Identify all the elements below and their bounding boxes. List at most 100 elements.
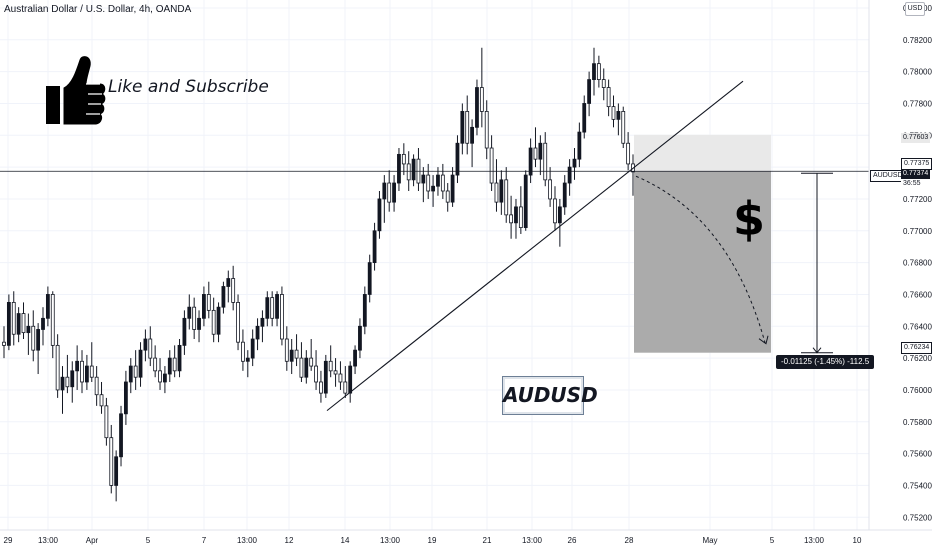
candle-body xyxy=(596,63,601,80)
candle-body xyxy=(231,278,236,303)
candle-body xyxy=(592,63,596,80)
candle-body xyxy=(84,365,89,383)
candle-body xyxy=(187,306,192,319)
candle-body xyxy=(148,338,153,359)
chart-grid xyxy=(0,0,869,530)
candle-body xyxy=(123,381,128,415)
candle-body xyxy=(548,179,553,200)
candle-body xyxy=(328,360,333,372)
candle-body xyxy=(397,153,401,184)
candle-body xyxy=(255,325,260,340)
candle-body xyxy=(36,329,41,351)
symbol-tag: AUDUSD xyxy=(870,170,906,182)
candle-body xyxy=(275,294,279,319)
projection-arrow[interactable] xyxy=(635,175,766,343)
candle-body xyxy=(455,142,460,176)
stop-zone[interactable] xyxy=(634,171,771,353)
candle-body xyxy=(284,338,289,362)
price-tick-label: 0.75400 xyxy=(903,481,932,490)
candle-body xyxy=(65,376,70,388)
candle-body xyxy=(31,325,36,351)
time-tick-label: 7 xyxy=(202,536,207,545)
candle-body xyxy=(445,190,450,203)
price-tick-label: 0.75200 xyxy=(903,513,932,522)
dollar-sign: $ xyxy=(733,192,766,246)
currency-button[interactable]: USD xyxy=(905,2,925,16)
candle-body xyxy=(523,174,528,228)
candle-body xyxy=(109,437,114,486)
candle-body xyxy=(167,357,172,375)
candle-body xyxy=(528,147,533,176)
candle-body xyxy=(299,357,304,378)
candle-body xyxy=(577,131,582,160)
time-tick-label: 28 xyxy=(625,536,634,545)
candle-body xyxy=(587,79,592,104)
candle-body xyxy=(465,111,470,144)
candle-body xyxy=(489,147,494,184)
price-tick-label: 0.76000 xyxy=(903,386,932,395)
candle-body xyxy=(553,198,557,224)
candle-body xyxy=(616,111,621,120)
candle-body xyxy=(245,357,250,362)
candle-body xyxy=(236,302,240,343)
candle-body xyxy=(382,182,387,200)
candle-body xyxy=(494,182,499,203)
price-tick-label: 0.76200 xyxy=(903,354,932,363)
candle-body xyxy=(601,79,606,88)
thumbs-up-icon xyxy=(46,56,106,125)
like-subscribe-text: Like and Subscribe xyxy=(108,77,269,97)
candle-body xyxy=(518,206,523,228)
candle-body xyxy=(362,294,367,327)
price-tick-label: 0.75800 xyxy=(903,418,932,427)
measure-arrow-icon xyxy=(812,347,822,354)
time-tick-label: 13:00 xyxy=(522,536,543,545)
price-range-measure[interactable] xyxy=(801,172,833,354)
candle-body xyxy=(426,174,431,192)
candle-body xyxy=(163,373,167,383)
countdown-tag: 36:55 xyxy=(901,179,923,189)
price-tick-label: 0.76800 xyxy=(903,259,932,268)
candle-body xyxy=(226,278,231,287)
candle-body xyxy=(250,338,255,359)
candle-body xyxy=(406,163,411,181)
candle-body xyxy=(309,357,314,367)
trendline[interactable] xyxy=(326,80,744,412)
candle-body xyxy=(431,185,435,192)
candle-body xyxy=(621,111,626,144)
time-tick-label: 13:00 xyxy=(380,536,401,545)
candle-body xyxy=(294,349,299,359)
candle-body xyxy=(582,103,587,133)
time-tick-label: 13:00 xyxy=(804,536,825,545)
candle-body xyxy=(304,357,309,378)
candle-body xyxy=(436,174,440,187)
chart-title[interactable]: Australian Dollar / U.S. Dollar, 4h, OAN… xyxy=(4,4,192,15)
candle-body xyxy=(533,147,538,160)
candle-body xyxy=(343,381,348,394)
candle-body xyxy=(348,365,353,394)
candle-body xyxy=(70,370,75,388)
candle-body xyxy=(192,306,197,330)
candle-body xyxy=(138,349,143,378)
price-tick-label: 0.78200 xyxy=(903,36,932,45)
candle-body xyxy=(55,344,60,391)
candle-body xyxy=(11,302,16,335)
time-axis[interactable]: 29 13:00 Apr 5 7 13:00 12 14 13:00 19 21 13:00 26 28 M… xyxy=(4,536,862,545)
time-tick-label: May xyxy=(702,536,717,545)
candle-body xyxy=(211,309,216,335)
candle-body xyxy=(6,302,11,346)
candle-body xyxy=(158,370,162,383)
time-tick-label: 13:00 xyxy=(237,536,258,545)
target-zone[interactable] xyxy=(634,134,771,172)
candle-body xyxy=(567,166,572,184)
candle-body xyxy=(119,413,123,458)
candle-body xyxy=(606,87,611,108)
price-axis[interactable]: 0.784000.782000.780000.778000.776000.774… xyxy=(903,4,932,522)
target-price-tag: 0.77603 xyxy=(901,133,931,143)
candle-body xyxy=(411,158,416,181)
candle-body xyxy=(314,365,318,383)
candle-body xyxy=(401,153,406,165)
candle-body xyxy=(440,174,445,192)
candle-body xyxy=(270,297,275,319)
price-tick-label: 0.76400 xyxy=(903,322,932,331)
